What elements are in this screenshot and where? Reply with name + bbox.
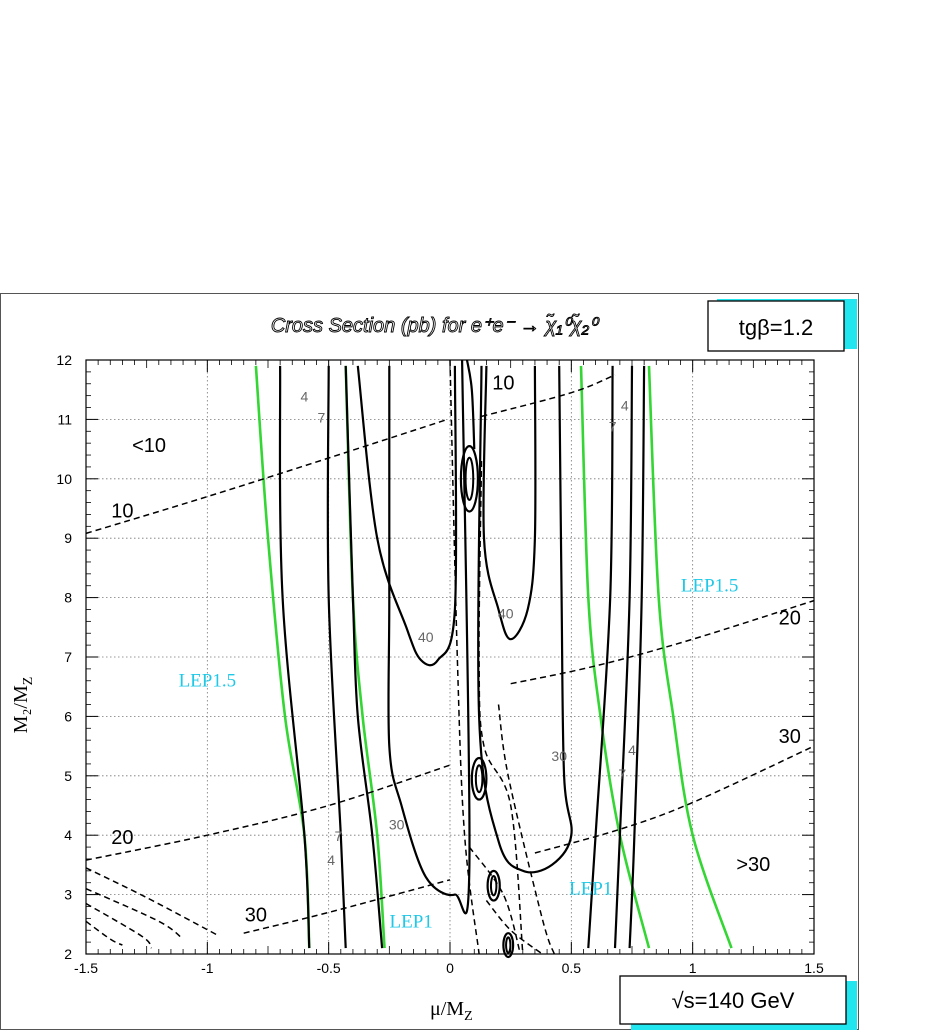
contour-island [502,932,515,959]
dashed-contour [85,888,184,940]
energy-box: √s=140 GeV [619,975,857,1030]
contour-island-inner [489,875,498,897]
contour-label: LEP1.5 [179,671,237,692]
y-tick-label: 9 [64,530,72,546]
contour-label: 7 [609,418,617,434]
x-tick-label: 1.5 [804,960,824,976]
dashed-contour [85,920,123,946]
dashed-contour [534,745,815,854]
contour-lines [85,359,815,959]
contour-label: LEP1 [569,879,612,900]
x-tick-label: -0.5 [317,960,341,976]
solid-contour [326,365,347,949]
contour-label: LEP1 [390,911,433,932]
contour-label: >30 [736,854,770,876]
contour-island [459,445,480,513]
y-axis-label-main: M₂/M [10,685,32,733]
solid-contour [482,365,537,641]
dashed-contour [85,867,220,937]
dashed-contour [481,374,616,418]
x-tick-label: 0 [446,960,454,976]
x-tick-label: -1.5 [74,960,98,976]
contour-label: 10 [492,373,514,395]
contour-label: 4 [628,742,636,758]
y-tick-label: 3 [64,887,72,903]
y-tick-label: 6 [64,708,72,724]
contour-label: 30 [551,748,567,764]
contour-label: 7 [317,409,325,425]
contour-label: 4 [621,397,629,413]
contour-label: 10 [111,500,133,522]
contour-island-inner [474,764,484,794]
y-tick-label: 4 [64,827,72,843]
solid-contour [477,365,573,874]
dashed-contour [497,704,556,955]
chart-title: Cross Section (pb) for e⁺e⁻ → χ̃₁⁰χ̃₂⁰ [271,313,600,337]
contour-label: 40 [418,629,434,645]
solid-contour [278,365,311,949]
solid-contour [465,359,476,450]
contour-label: 20 [779,607,801,629]
param-box: tgβ=1.2 [707,299,857,352]
grid [86,360,814,954]
contour-label: 30 [245,904,267,926]
solid-contour [356,365,458,667]
dashed-contour [468,846,522,955]
x-axis-label-main: μ/M [430,998,464,1020]
lep-boundary-curve [647,365,733,949]
x-tick-label: 0.5 [562,960,582,976]
contour-label: LEP1.5 [681,576,739,597]
solid-contour [587,365,614,949]
contour-label: 40 [498,605,514,621]
contour-label: 20 [111,827,133,849]
figure-frame [0,293,859,1030]
y-tick-label: 8 [64,590,72,606]
solid-contour [344,365,384,949]
y-tick-label: 10 [56,471,72,487]
y-tick-label: 12 [56,352,72,368]
y-axis-label: M₂/MZ [10,677,36,734]
y-tick-label: 7 [64,649,72,665]
solid-contour [387,359,471,915]
x-axis-label-sub: Z [464,1009,473,1024]
contour-label: 7 [618,766,626,782]
contour-island [470,756,488,801]
axis-ticks: -1.5 -1 -0.5 0 0.5 1 1.5 2 3 4 5 6 7 8 9 10 11 12 [56,352,824,976]
dashed-contour [85,902,153,949]
contour-label: <10 [132,435,166,457]
dashed-contour [510,599,815,685]
contour-island-inner [505,936,512,954]
lep-boundary-curve [579,365,651,949]
contour-label: 4 [301,389,309,405]
x-axis-label: μ/MZ [430,998,473,1024]
solid-contour [628,365,646,949]
contour-labels: <10101020203030>304740403030744747LEP1.5… [111,373,801,933]
dashed-contour [243,879,451,934]
y-tick-label: 5 [64,768,72,784]
y-tick-label: 11 [57,411,72,427]
x-tick-label: -1 [201,960,214,976]
contour-label: 4 [327,852,335,868]
contour-island [486,869,501,902]
param-box-text: tgβ=1.2 [739,315,813,340]
energy-box-text: √s=140 GeV [672,988,795,1013]
contour-label: 7 [334,828,342,844]
contour-island-inner [464,456,475,502]
solid-contour [613,365,634,949]
dashed-contour [449,359,480,955]
x-tick-label: 1 [689,960,697,976]
dashed-contour [85,764,451,861]
contour-label: 30 [389,816,405,832]
dashed-contour [478,460,524,955]
y-axis-label-sub: Z [21,677,36,686]
y-tick-label: 2 [64,946,72,962]
contour-label: 30 [779,726,801,748]
dashed-contour [85,418,448,535]
